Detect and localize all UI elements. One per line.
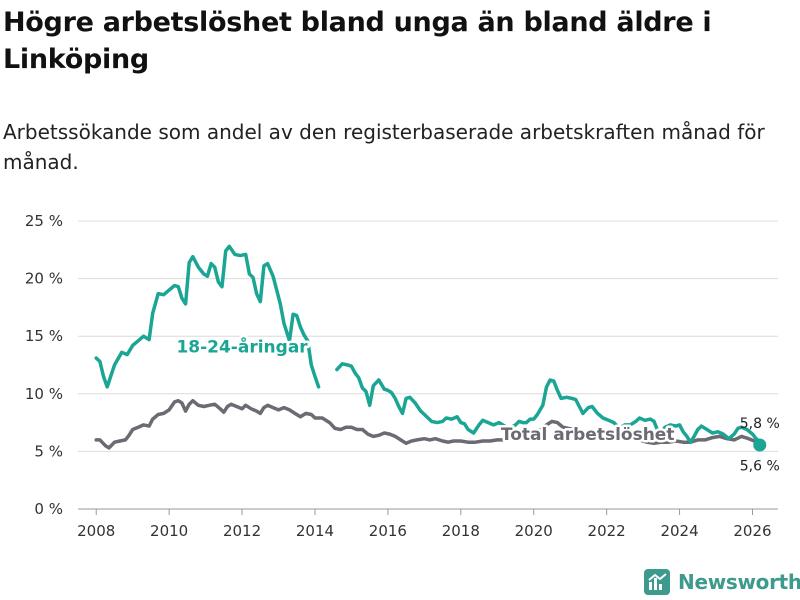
end-label-total: 5,6 % [740, 458, 780, 474]
series-label-total-halo: Total arbetslöshet [501, 425, 675, 445]
y-tick-label: 20 % [25, 270, 63, 288]
x-tick-label: 2020 [515, 522, 553, 540]
x-tick-label: 2016 [369, 522, 407, 540]
newsworthy-logo-icon [644, 569, 670, 595]
x-axis: 2008 2010 2012 2014 2016 2018 2020 2022 2024 2026 [77, 509, 772, 540]
series-line-youth [335, 362, 762, 444]
y-tick-label: 5 % [34, 442, 63, 460]
series-lines [94, 244, 762, 450]
x-tick-label: 2018 [442, 522, 480, 540]
gridlines [78, 220, 778, 510]
series-line-youth [94, 244, 321, 389]
y-axis: 0 % 5 % 10 % 15 % 20 % 25 % [25, 212, 63, 518]
end-label-youth: 5,8 % [740, 416, 780, 432]
x-tick-label: 2024 [660, 522, 698, 540]
y-tick-label: 0 % [34, 500, 63, 518]
series-label-youth-halo: 18-24-åringar [176, 335, 308, 357]
y-tick-label: 15 % [25, 327, 63, 345]
series-line-total [94, 398, 762, 450]
series-label-total: Total arbetslöshet [501, 425, 675, 445]
newsworthy-logo: Newsworthy [644, 566, 800, 598]
x-tick-label: 2012 [223, 522, 261, 540]
x-tick-label: 2014 [296, 522, 334, 540]
x-tick-label: 2026 [733, 522, 771, 540]
x-tick-label: 2022 [588, 522, 626, 540]
end-point-marker [753, 438, 767, 452]
series-label-youth: 18-24-åringar [176, 335, 308, 357]
y-tick-label: 10 % [25, 385, 63, 403]
y-tick-label: 25 % [25, 212, 63, 230]
brand-name: Newsworthy [678, 570, 800, 594]
chart-title: Högre arbetslöshet bland unga än bland ä… [3, 7, 712, 75]
x-tick-label: 2008 [77, 522, 115, 540]
x-tick-label: 2010 [150, 522, 188, 540]
chart-subtitle: Arbetssökande som andel av den registerb… [3, 120, 765, 174]
